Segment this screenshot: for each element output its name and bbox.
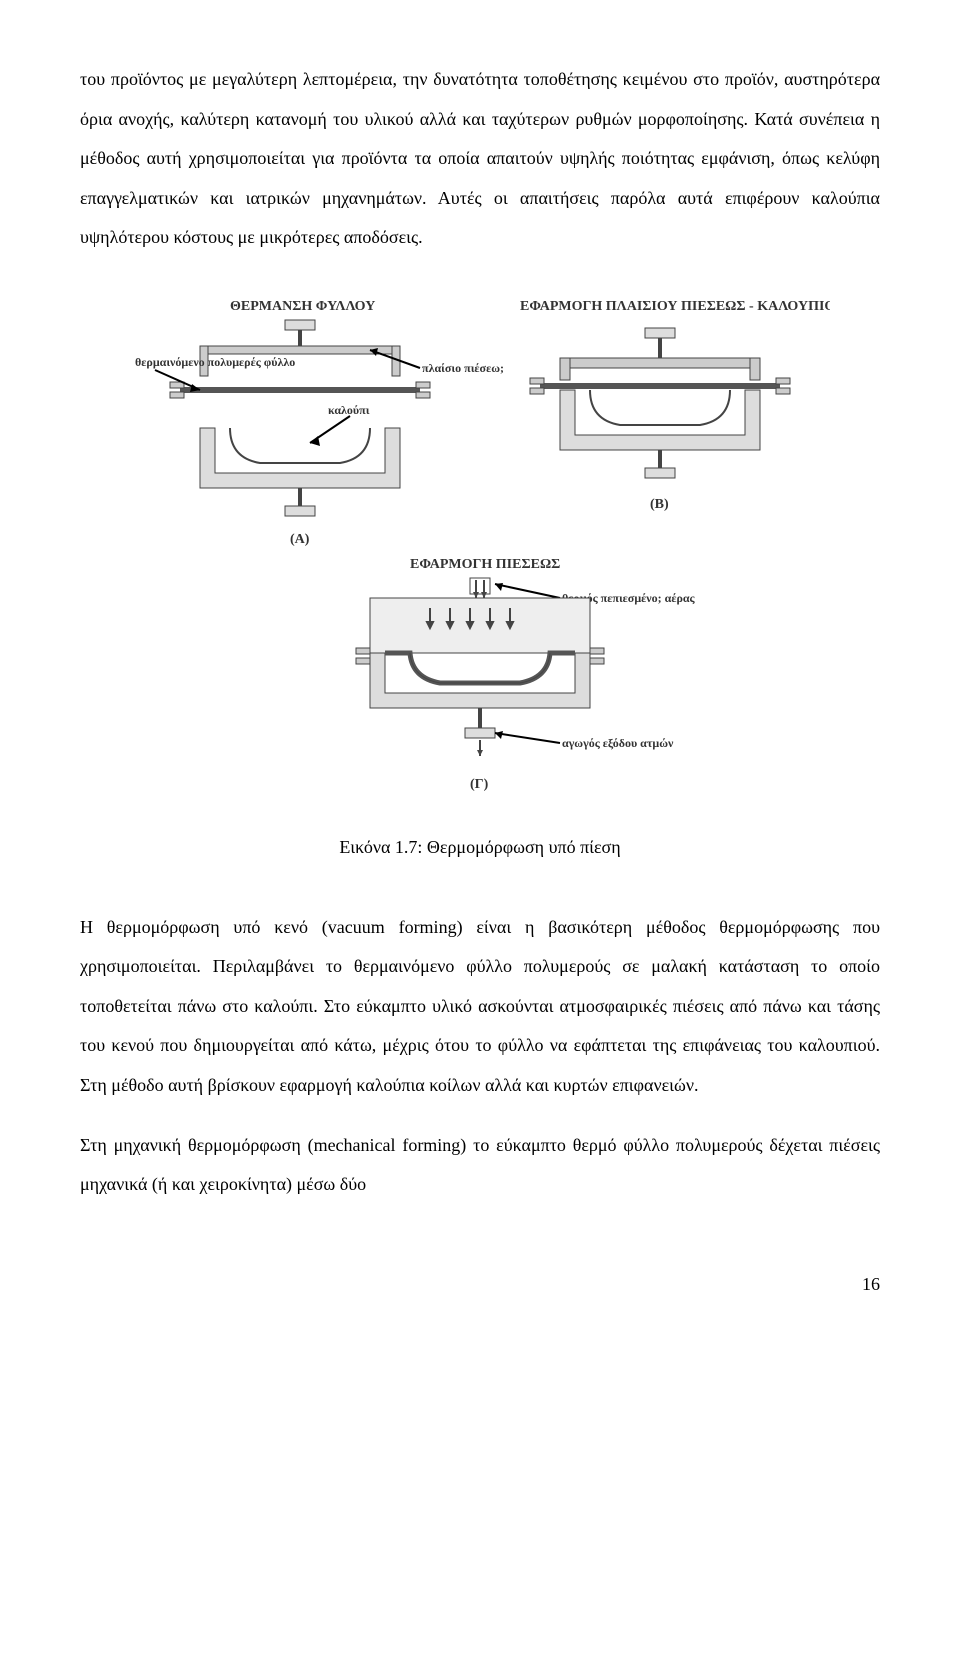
paragraph-2: Η θερμομόρφωση υπό κενό (vacuum forming)…: [80, 908, 880, 1106]
paragraph-3: Στη μηχανική θερμομόρφωση (mechanical fo…: [80, 1126, 880, 1205]
label-sheet: θερμαινόμενο πολυμερές φύλλο: [135, 355, 295, 369]
label-vent: αγωγός εξόδου ατμών: [562, 736, 674, 750]
panel-b-letter: (Β): [650, 497, 669, 512]
label-frame: πλαίσιο πιέσεω;: [422, 361, 504, 375]
panel-c-letter: (Γ): [470, 777, 489, 792]
figure-1-7: ΘΕΡΜΑΝΣΗ ΦΥΛΛΟΥ πλαίσιο πιέσεω; θερμαινό…: [80, 288, 880, 808]
paragraph-1: του προϊόντος με μεγαλύτερη λεπτομέρεια,…: [80, 60, 880, 258]
label-mold: καλούπι: [328, 403, 370, 417]
panel-b-title: ΕΦΑΡΜΟΓΗ ΠΛΑΙΣΙΟΥ ΠΙΕΣΕΩΣ - ΚΑΛΟΥΠΙΟΥ: [520, 299, 830, 314]
panel-c-title: ΕΦΑΡΜΟΓΗ ΠΙΕΣΕΩΣ: [410, 557, 560, 572]
figure-caption: Εικόνα 1.7: Θερμομόρφωση υπό πίεση: [80, 828, 880, 868]
page-number: 16: [80, 1265, 880, 1305]
panel-a-title: ΘΕΡΜΑΝΣΗ ΦΥΛΛΟΥ: [230, 299, 375, 314]
panel-a-letter: (Α): [290, 532, 310, 547]
